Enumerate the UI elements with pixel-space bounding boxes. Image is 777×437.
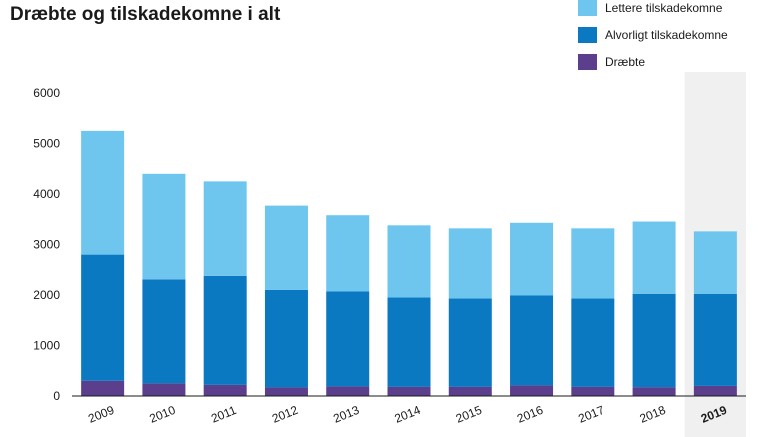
bar-segment bbox=[142, 279, 186, 384]
bar-segment bbox=[571, 228, 615, 299]
bar-segment bbox=[387, 386, 431, 396]
bar-segment bbox=[264, 289, 308, 388]
bar-segment bbox=[510, 385, 554, 396]
x-tick-label: 2013 bbox=[331, 403, 361, 426]
legend-swatch bbox=[578, 54, 597, 70]
bar-segment bbox=[326, 215, 370, 292]
x-tick-label: 2015 bbox=[454, 403, 484, 426]
bar-segment bbox=[693, 293, 737, 386]
bars bbox=[81, 130, 737, 396]
y-tick-label: 5000 bbox=[33, 137, 60, 151]
bar-segment bbox=[81, 254, 125, 381]
x-tick-label: 2011 bbox=[209, 403, 238, 426]
x-tick-label: 2018 bbox=[638, 403, 668, 426]
y-tick-label: 1000 bbox=[33, 339, 60, 353]
x-tick-label: 2014 bbox=[392, 403, 422, 426]
bar-segment bbox=[142, 173, 186, 280]
legend-label: Alvorligt tilskadekomne bbox=[605, 28, 728, 42]
bar-segment bbox=[510, 295, 554, 386]
bar-segment bbox=[326, 386, 370, 396]
bar-segment bbox=[326, 291, 370, 387]
bar-segment bbox=[571, 298, 615, 387]
y-tick-label: 4000 bbox=[33, 187, 60, 201]
bar-segment bbox=[693, 231, 737, 294]
x-tick-label: 2009 bbox=[86, 403, 116, 426]
legend-swatch bbox=[578, 27, 597, 43]
bar-segment bbox=[387, 297, 431, 387]
bar-segment bbox=[264, 387, 308, 396]
y-tick-label: 2000 bbox=[33, 288, 60, 302]
legend-swatch bbox=[578, 0, 597, 16]
bar-segment bbox=[632, 387, 676, 396]
bar-segment bbox=[632, 221, 676, 294]
bar-segment bbox=[632, 293, 676, 388]
legend-label: Dræbte bbox=[605, 55, 645, 69]
legend: Lettere tilskadekomne Alvorligt tilskadek… bbox=[578, 0, 728, 70]
y-axis: 0 1000 2000 3000 4000 5000 6000 bbox=[33, 86, 60, 403]
x-tick-label: 2016 bbox=[515, 403, 545, 426]
bar-segment bbox=[81, 380, 125, 396]
x-tick-label: 2010 bbox=[147, 403, 177, 426]
y-tick-label: 0 bbox=[53, 389, 60, 403]
x-axis: 2009 2010 2011 2012 2013 2014 2015 2016 2017 2018… bbox=[72, 395, 746, 426]
bar-segment bbox=[387, 225, 431, 298]
bar-segment bbox=[510, 222, 554, 296]
bar-segment bbox=[81, 130, 125, 255]
bar-segment bbox=[448, 228, 492, 299]
bar-segment bbox=[142, 383, 186, 396]
bar-segment bbox=[571, 386, 615, 396]
bar-segment bbox=[693, 385, 737, 396]
bar-segment bbox=[203, 275, 247, 385]
bar-segment bbox=[264, 205, 308, 290]
chart-title: Dræbte og tilskadekomne i alt bbox=[10, 4, 281, 25]
bar-segment bbox=[203, 181, 247, 276]
bar-segment bbox=[203, 384, 247, 396]
bar-segment bbox=[448, 386, 492, 396]
y-tick-label: 6000 bbox=[33, 86, 60, 100]
x-tick-label: 2012 bbox=[270, 403, 300, 426]
x-tick-label: 2017 bbox=[576, 403, 606, 426]
legend-label: Lettere tilskadekomne bbox=[605, 1, 723, 15]
y-tick-label: 3000 bbox=[33, 238, 60, 252]
bar-segment bbox=[448, 298, 492, 387]
